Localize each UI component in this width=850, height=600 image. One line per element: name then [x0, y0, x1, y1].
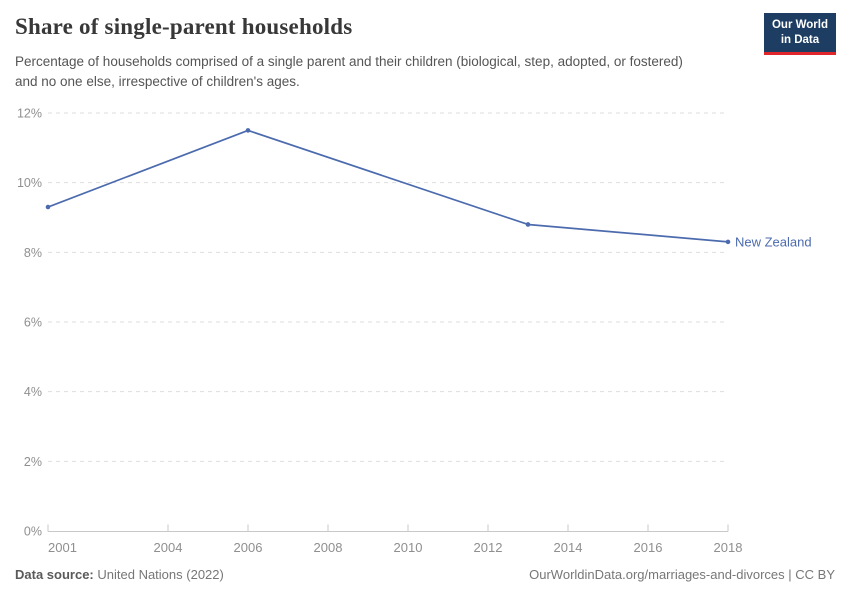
y-tick-label: 8%	[24, 246, 42, 260]
y-tick-label: 0%	[24, 525, 42, 539]
data-point[interactable]	[45, 204, 51, 210]
x-tick-label: 2006	[234, 540, 263, 555]
x-tick-label: 2010	[394, 540, 423, 555]
data-source-label: Data source:	[15, 567, 94, 582]
data-source: Data source: United Nations (2022)	[15, 567, 224, 582]
y-tick-label: 6%	[24, 316, 42, 330]
data-point[interactable]	[245, 128, 251, 133]
x-tick-label: 2012	[474, 540, 503, 555]
owid-citation-link[interactable]: OurWorldinData.org/marriages-and-divorce…	[529, 567, 835, 582]
y-tick-label: 10%	[17, 176, 42, 190]
owid-logo-line2: in Data	[780, 33, 820, 46]
page-title: Share of single-parent households	[15, 14, 353, 39]
series-line[interactable]	[47, 129, 729, 243]
y-tick-label: 4%	[24, 385, 42, 399]
y-tick-label: 2%	[24, 455, 42, 469]
data-point[interactable]	[725, 239, 731, 245]
x-tick-label: 2001	[48, 540, 77, 555]
x-tick-label: 2018	[714, 540, 743, 555]
owid-logo-line1: Our World	[771, 19, 828, 31]
series-label[interactable]: New Zealand	[735, 234, 812, 249]
data-source-value: United Nations (2022)	[97, 567, 224, 582]
x-tick-label: 2008	[314, 540, 343, 555]
footer: Data source: United Nations (2022) OurWo…	[15, 567, 835, 582]
data-point[interactable]	[525, 222, 531, 227]
x-tick-label: 2016	[634, 540, 663, 555]
x-tick-label: 2004	[154, 540, 183, 555]
y-tick-label: 12%	[17, 107, 42, 121]
page-subtitle: Percentage of households comprised of a …	[15, 54, 683, 90]
owid-logo[interactable]: Our World in Data	[763, 13, 836, 55]
x-tick-label: 2014	[554, 540, 583, 555]
